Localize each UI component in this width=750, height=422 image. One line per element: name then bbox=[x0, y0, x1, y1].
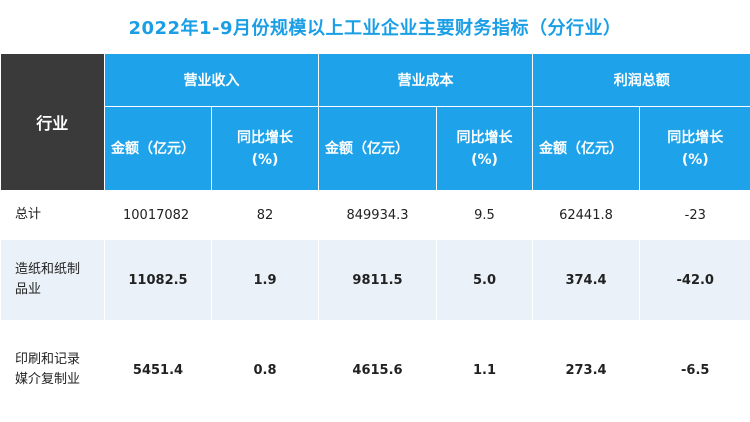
industry-cell: 印刷和记录 媒介复制业 bbox=[0, 320, 105, 420]
industry-name-line2: 媒介复制业 bbox=[15, 372, 81, 387]
profit-header: 利润总额 bbox=[532, 54, 750, 107]
growth-header-line1: 同比增长 bbox=[667, 129, 724, 146]
revenue-growth-header: 同比增长 (%) bbox=[211, 106, 319, 190]
page-title: 2022年1-9月份规模以上工业企业主要财务指标（分行业） bbox=[128, 18, 622, 39]
profit-amount-cell: 62441.8 bbox=[532, 190, 640, 240]
growth-header-line2: (%) bbox=[681, 151, 709, 168]
table-row: 印刷和记录 媒介复制业 5451.4 0.8 4615.6 1.1 273.4 … bbox=[0, 320, 750, 420]
table-row: 总计 10017082 82 849934.3 9.5 62441.8 -23 bbox=[0, 190, 750, 240]
revenue-growth-cell: 1.9 bbox=[211, 240, 319, 320]
cost-amount-cell: 4615.6 bbox=[318, 320, 437, 420]
growth-header-line1: 同比增长 bbox=[456, 129, 513, 146]
profit-growth-header: 同比增长 (%) bbox=[639, 106, 750, 190]
table-row: 造纸和纸制 品业 11082.5 1.9 9811.5 5.0 374.4 -4… bbox=[0, 240, 750, 320]
growth-header-line2: (%) bbox=[471, 151, 498, 168]
cost-amount-cell: 9811.5 bbox=[318, 240, 437, 320]
profit-growth-cell: -23 bbox=[639, 190, 750, 240]
revenue-amount-cell: 5451.4 bbox=[104, 320, 212, 420]
revenue-amount-cell: 11082.5 bbox=[104, 240, 212, 320]
revenue-growth-cell: 0.8 bbox=[211, 320, 319, 420]
profit-amount-header: 金额（亿元） bbox=[532, 106, 640, 190]
profit-amount-cell: 374.4 bbox=[532, 240, 640, 320]
growth-header-line2: (%) bbox=[251, 151, 279, 168]
cost-amount-cell: 849934.3 bbox=[318, 190, 437, 240]
industry-name: 总计 bbox=[15, 207, 42, 222]
profit-growth-cell: -42.0 bbox=[639, 240, 750, 320]
cost-header: 营业成本 bbox=[318, 54, 533, 107]
industry-cell: 总计 bbox=[0, 190, 105, 240]
industry-name-line1: 印刷和记录 bbox=[15, 352, 81, 367]
revenue-header: 营业收入 bbox=[104, 54, 319, 107]
industry-header: 行业 bbox=[0, 54, 105, 190]
growth-header-line1: 同比增长 bbox=[237, 129, 293, 146]
industry-cell: 造纸和纸制 品业 bbox=[0, 240, 105, 320]
profit-amount-cell: 273.4 bbox=[532, 320, 640, 420]
cost-growth-header: 同比增长 (%) bbox=[436, 106, 533, 190]
profit-growth-cell: -6.5 bbox=[639, 320, 750, 420]
industry-name-line1: 造纸和纸制 bbox=[15, 262, 81, 277]
cost-growth-cell: 5.0 bbox=[436, 240, 533, 320]
cost-growth-cell: 9.5 bbox=[436, 190, 533, 240]
revenue-amount-header: 金额（亿元） bbox=[104, 106, 212, 190]
industry-name-line2: 品业 bbox=[15, 282, 42, 297]
cost-amount-header: 金额（亿元） bbox=[318, 106, 437, 190]
revenue-growth-cell: 82 bbox=[211, 190, 319, 240]
financial-table: 行业 营业收入 营业成本 利润总额 金额（亿元） 同比增长 (%) 金额（亿元）… bbox=[0, 54, 750, 420]
revenue-amount-cell: 10017082 bbox=[104, 190, 212, 240]
cost-growth-cell: 1.1 bbox=[436, 320, 533, 420]
